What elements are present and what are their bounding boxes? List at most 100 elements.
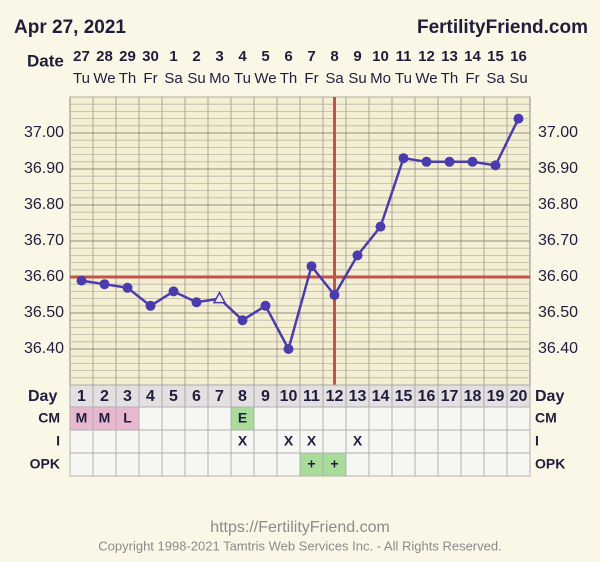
cell bbox=[138, 452, 163, 477]
weekday: Fr bbox=[465, 70, 479, 87]
weekday: We bbox=[415, 70, 437, 87]
point bbox=[329, 290, 340, 300]
weekday: Su bbox=[187, 70, 205, 87]
cell bbox=[414, 429, 439, 454]
cell-value: E bbox=[238, 410, 247, 426]
cell bbox=[115, 452, 140, 477]
url: https://FertilityFriend.com bbox=[210, 519, 390, 536]
point bbox=[191, 297, 202, 308]
cell bbox=[506, 429, 531, 454]
cell bbox=[506, 406, 531, 431]
cell bbox=[92, 452, 117, 477]
weekday: We bbox=[254, 70, 276, 87]
point bbox=[260, 300, 271, 311]
day-number: 20 bbox=[510, 388, 528, 405]
chart-title: Apr 27, 2021 bbox=[14, 17, 126, 38]
cell-value: M bbox=[99, 410, 111, 426]
y-tick-label: 36.40 bbox=[24, 340, 64, 357]
weekday: Tu bbox=[73, 70, 90, 87]
day-number: 2 bbox=[100, 388, 109, 405]
date: 5 bbox=[261, 48, 269, 65]
day-number: 11 bbox=[303, 388, 320, 405]
point bbox=[352, 250, 363, 261]
weekday: Sa bbox=[486, 70, 505, 87]
weekday: Su bbox=[348, 70, 366, 87]
weekday: Fr bbox=[143, 70, 157, 87]
date: 2 bbox=[192, 48, 200, 65]
day-number: 18 bbox=[464, 388, 482, 405]
point bbox=[76, 275, 87, 286]
point bbox=[490, 160, 501, 171]
cell bbox=[437, 406, 462, 431]
day-number: 1 bbox=[77, 388, 86, 405]
weekday: Th bbox=[119, 70, 137, 87]
point bbox=[168, 286, 179, 297]
day-number: 7 bbox=[215, 388, 224, 405]
day-number: 19 bbox=[487, 388, 505, 405]
y-tick-label: 36.80 bbox=[24, 196, 64, 213]
cell-value: + bbox=[330, 456, 338, 472]
point-hollow bbox=[212, 291, 227, 304]
day-number: 14 bbox=[372, 388, 390, 405]
y-tick-label-right: 36.70 bbox=[538, 232, 578, 249]
weekday: Su bbox=[509, 70, 527, 87]
cell bbox=[207, 452, 232, 477]
date: 29 bbox=[119, 48, 136, 65]
point bbox=[421, 156, 432, 167]
cell bbox=[161, 406, 186, 431]
day-number: 3 bbox=[123, 388, 132, 405]
cell bbox=[483, 406, 508, 431]
date: 13 bbox=[441, 48, 458, 65]
date: 28 bbox=[96, 48, 113, 65]
cell bbox=[345, 452, 370, 477]
cell bbox=[69, 452, 94, 477]
day-label: Day bbox=[28, 388, 57, 405]
cell-value: X bbox=[353, 433, 363, 449]
point bbox=[375, 221, 386, 232]
date: 8 bbox=[330, 48, 338, 65]
row-label: OPK bbox=[30, 456, 60, 472]
cell bbox=[460, 429, 485, 454]
day-number: 16 bbox=[418, 388, 436, 405]
cell-value: X bbox=[307, 433, 317, 449]
date: 4 bbox=[238, 48, 247, 65]
cell bbox=[368, 429, 393, 454]
cell bbox=[414, 406, 439, 431]
cell bbox=[437, 452, 462, 477]
cell bbox=[276, 452, 301, 477]
cell bbox=[414, 452, 439, 477]
date: 30 bbox=[142, 48, 159, 65]
weekday: Fr bbox=[304, 70, 318, 87]
date: 9 bbox=[353, 48, 361, 65]
cell bbox=[92, 429, 117, 454]
row-label-right: I bbox=[535, 433, 539, 449]
day-number: 17 bbox=[441, 388, 459, 405]
day-number: 15 bbox=[395, 388, 413, 405]
point bbox=[283, 344, 294, 354]
date: 14 bbox=[464, 48, 481, 65]
date: 7 bbox=[307, 48, 315, 65]
point bbox=[513, 113, 524, 124]
weekday: Tu bbox=[395, 70, 412, 87]
cell bbox=[368, 406, 393, 431]
cell-value: X bbox=[284, 433, 294, 449]
cell bbox=[460, 406, 485, 431]
cell bbox=[115, 429, 140, 454]
cell bbox=[391, 406, 416, 431]
date: 1 bbox=[169, 48, 177, 65]
cell-value: M bbox=[76, 410, 88, 426]
weekday: Tu bbox=[234, 70, 251, 87]
weekday: Mo bbox=[209, 70, 230, 87]
point bbox=[122, 282, 133, 293]
copyright: Copyright 1998-2021 Tamtris Web Services… bbox=[98, 538, 501, 553]
point bbox=[467, 156, 478, 167]
day-label-right: Day bbox=[535, 388, 564, 405]
weekday: We bbox=[93, 70, 115, 87]
cell bbox=[391, 452, 416, 477]
date: 6 bbox=[284, 48, 292, 65]
cell bbox=[184, 452, 209, 477]
point bbox=[145, 300, 156, 311]
date: 11 bbox=[396, 48, 412, 65]
weekday: Sa bbox=[164, 70, 183, 87]
